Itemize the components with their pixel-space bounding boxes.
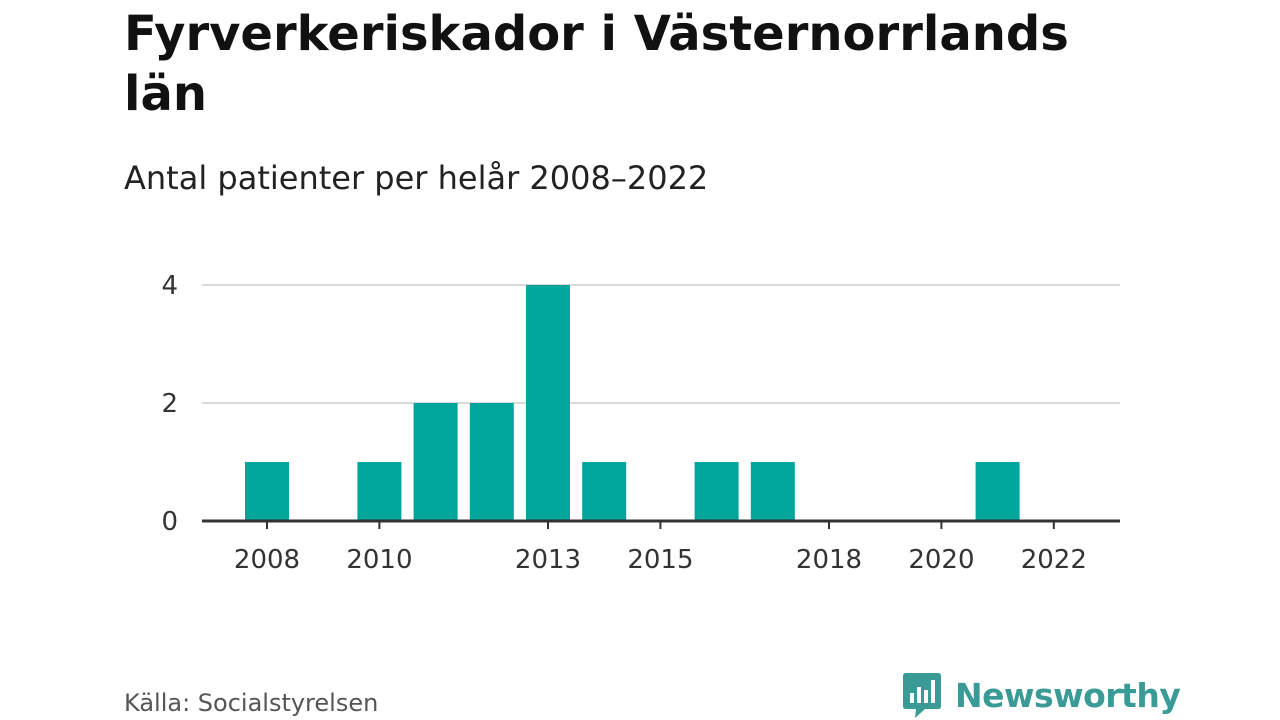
bar-2021 (975, 462, 1020, 521)
y-tick-label: 0 (161, 507, 178, 537)
bar-2014 (582, 462, 627, 521)
x-tick-label: 2015 (627, 545, 693, 575)
x-tick-label: 2018 (796, 545, 862, 575)
bar-2016 (694, 462, 739, 521)
gridlines (202, 284, 1120, 404)
y-tick-labels: 0 2 4 (161, 271, 178, 537)
bar-2012 (469, 403, 514, 521)
y-tick-label: 4 (161, 271, 178, 301)
bars (245, 285, 1020, 521)
x-tick-label: 2010 (346, 545, 412, 575)
y-tick-label: 2 (161, 389, 178, 419)
bar-2008 (245, 462, 289, 521)
source-note: Källa: Socialstyrelsen (124, 689, 379, 717)
x-tick-label: 2020 (908, 545, 974, 575)
chart-subtitle: Antal patienter per helår 2008–2022 (124, 159, 709, 197)
bar-2010 (357, 462, 402, 521)
bar-chart: 0 2 4 2008 2010 2013 2015 2018 2020 2022 (161, 271, 1120, 575)
x-tick-label: 2022 (1021, 545, 1087, 575)
x-tick-labels: 2008 2010 2013 2015 2018 2020 2022 (234, 545, 1087, 575)
axes (202, 519, 1120, 529)
x-tick-label: 2013 (515, 545, 581, 575)
x-tick-label: 2008 (234, 545, 300, 575)
bar-2017 (750, 462, 795, 521)
bar-chart-speech-bubble-icon (903, 673, 941, 718)
chart-title: Fyrverkeriskador i Västernorrlands län (124, 6, 1069, 122)
brand-logo: Newsworthy (901, 670, 1181, 720)
bar-2013 (526, 285, 570, 521)
bar-2011 (413, 403, 458, 521)
brand-name: Newsworthy (955, 675, 1181, 715)
